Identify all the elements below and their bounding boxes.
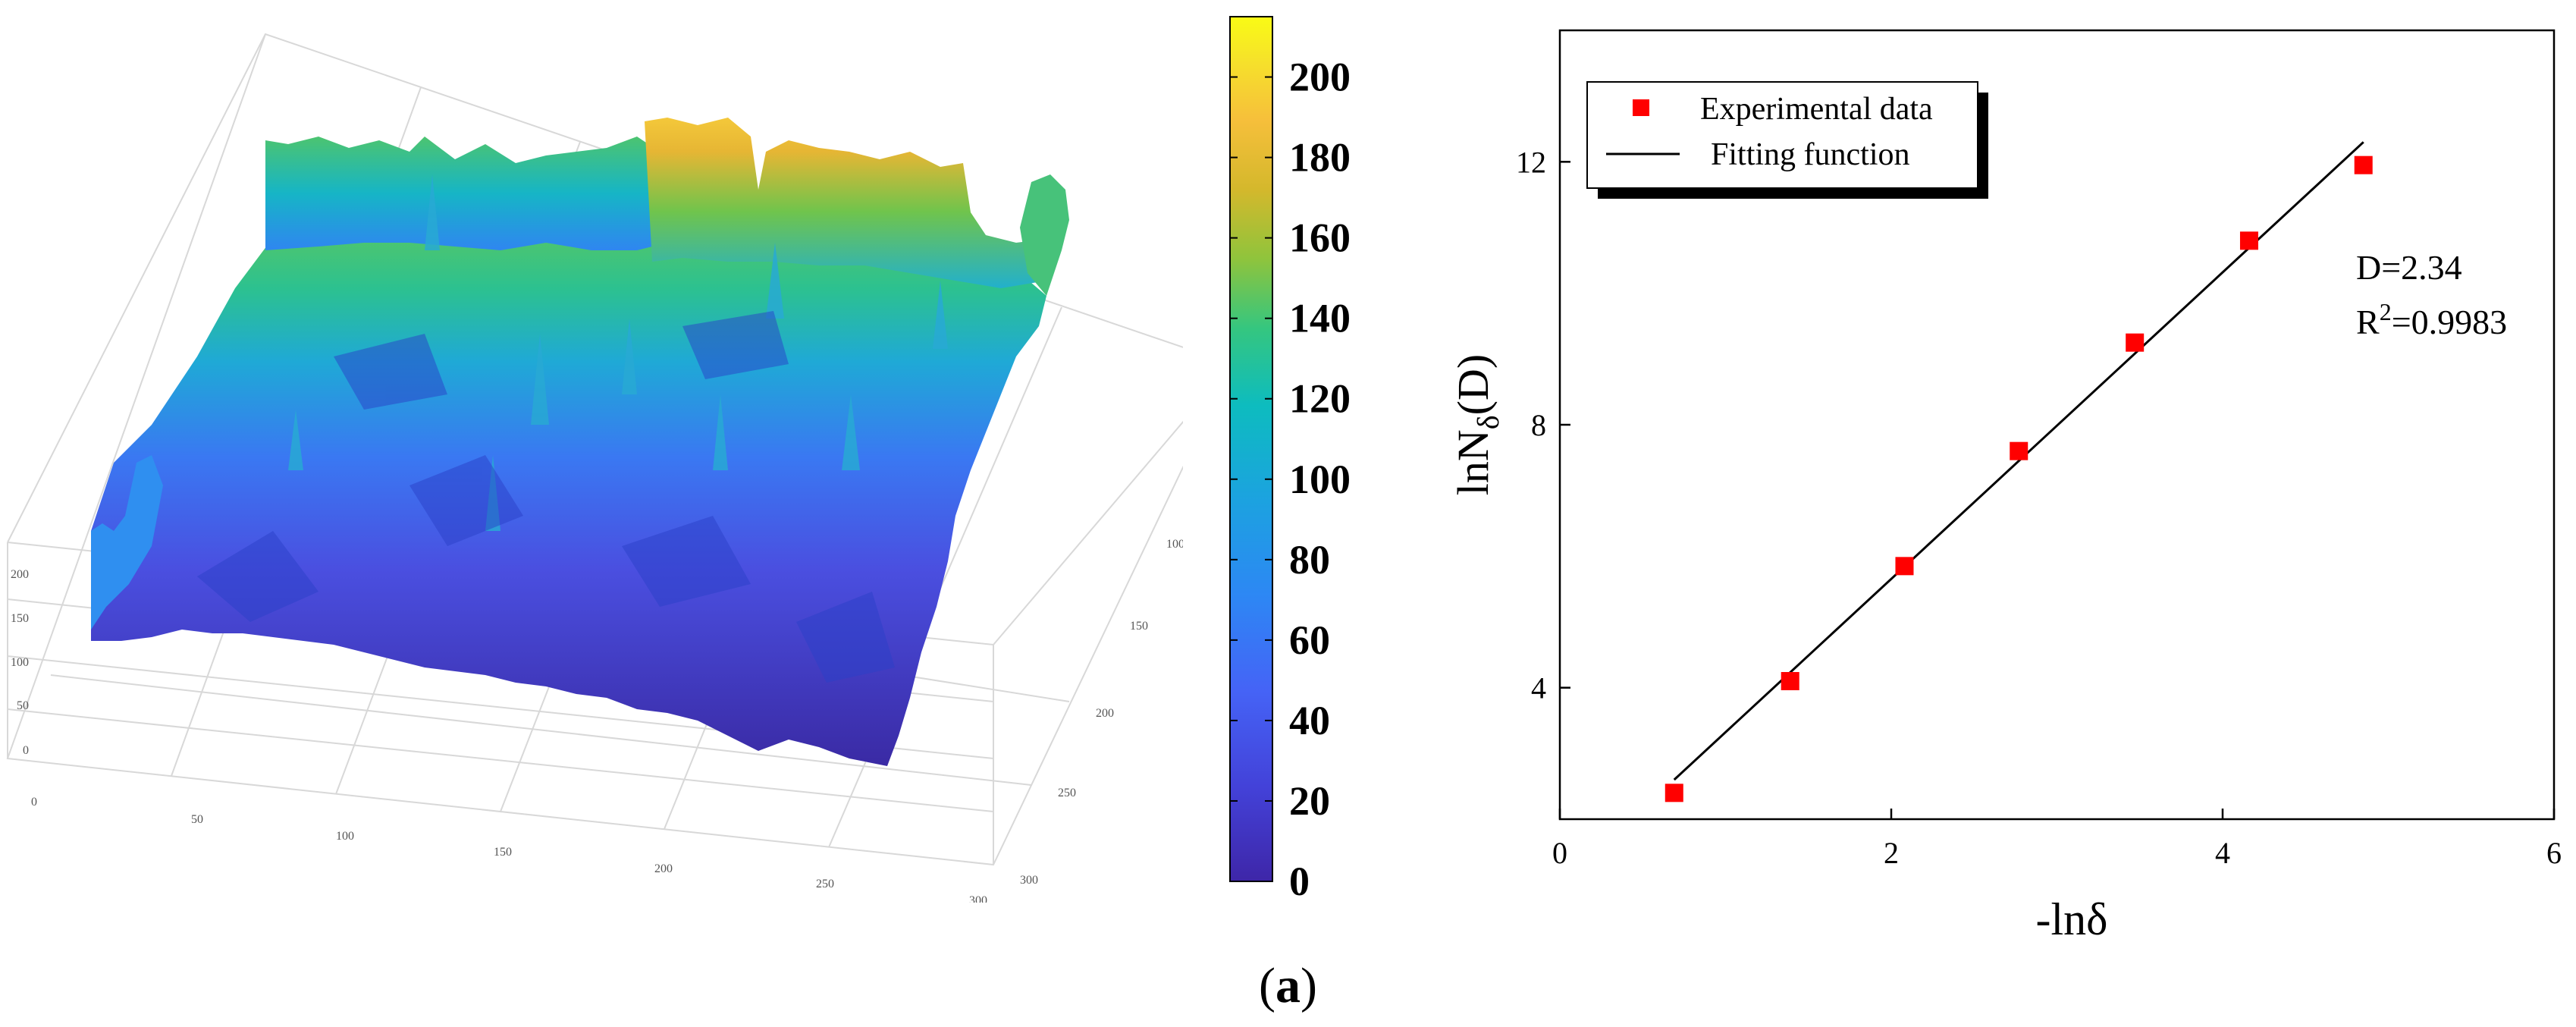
legend-label-experimental: Experimental data bbox=[1700, 92, 1933, 127]
caption-letter: a bbox=[1275, 958, 1301, 1013]
fit-line bbox=[1673, 141, 2364, 781]
colorbar-tick-label: 0 bbox=[1289, 859, 1310, 904]
colorbar-tick-label: 120 bbox=[1289, 376, 1351, 422]
r-squared-sup: 2 bbox=[2380, 298, 2392, 325]
data-point bbox=[2354, 155, 2373, 174]
fractal-dimension-annotation: D=2.34 bbox=[2356, 248, 2462, 287]
r-squared-annotation: R2=0.9983 bbox=[2356, 298, 2507, 341]
figure-caption: (a) bbox=[0, 957, 2576, 1015]
surface-x-tick: 100 bbox=[336, 830, 354, 843]
surface-y-tick: 200 bbox=[1096, 707, 1114, 720]
legend: Experimental data Fitting function bbox=[1586, 81, 1988, 199]
surface-mesh bbox=[91, 118, 1069, 766]
colorbar-tick-label: 200 bbox=[1289, 55, 1351, 100]
y-tick-label: 4 bbox=[1531, 671, 1546, 705]
surface-z-ticks: 200 150 100 50 0 bbox=[11, 568, 29, 757]
colorbar-tick-label: 100 bbox=[1289, 457, 1351, 502]
colorbar-gradient bbox=[1229, 16, 1273, 882]
data-point bbox=[2010, 441, 2028, 460]
y-tick-label: 8 bbox=[1531, 408, 1546, 442]
surface-x-tick: 150 bbox=[494, 846, 512, 859]
legend-marker-experimental bbox=[1633, 99, 1649, 116]
r-squared-tail: =0.9983 bbox=[2392, 303, 2507, 341]
caption-close: ) bbox=[1301, 958, 1317, 1013]
fit-line-layer bbox=[1673, 141, 2364, 781]
colorbar-tick-label: 60 bbox=[1289, 617, 1330, 663]
surface-plot: 0 50 100 150 200 250 300 50 100 150 200 … bbox=[6, 33, 1183, 903]
y-axis-label-sub: δ bbox=[1471, 415, 1505, 429]
data-point bbox=[1781, 672, 1799, 690]
surface-y-tick: 100 bbox=[1166, 538, 1183, 551]
x-tick-label: 0 bbox=[1552, 836, 1567, 870]
data-point bbox=[1895, 557, 1914, 576]
caption-open: ( bbox=[1259, 958, 1275, 1013]
colorbar-tick-label: 160 bbox=[1289, 215, 1351, 261]
surface-z-tick: 150 bbox=[11, 612, 29, 625]
surface-x-ticks: 0 50 100 150 200 250 300 bbox=[31, 796, 987, 903]
surface-x-tick: 50 bbox=[191, 813, 203, 826]
colorbar-tick-label: 40 bbox=[1289, 698, 1330, 743]
colorbar-ticks: 0 20 40 60 80 100 120 140 160 180 200 bbox=[1230, 55, 1351, 904]
fractal-fit-chart: 0 2 4 6 4 8 12 -lnδ lnNδ(D) Experimental data … bbox=[1448, 29, 2562, 944]
surface-x-tick: 300 bbox=[969, 894, 987, 903]
legend-label-fit: Fitting function bbox=[1711, 137, 1910, 172]
y-axis-label-main: lnN bbox=[1448, 429, 1498, 495]
colorbar-tick-label: 80 bbox=[1289, 537, 1330, 583]
y-tick-label: 12 bbox=[1516, 145, 1546, 179]
colorbar-tick-label: 20 bbox=[1289, 778, 1330, 824]
surface-z-tick: 100 bbox=[11, 656, 29, 669]
surface-z-tick: 0 bbox=[23, 744, 29, 757]
data-points-layer bbox=[1665, 155, 2373, 802]
y-axis-label-tail: (D) bbox=[1448, 354, 1498, 416]
colorbar-tick-label: 140 bbox=[1289, 296, 1351, 341]
surface-z-tick: 200 bbox=[11, 568, 29, 581]
x-tick-label: 6 bbox=[2546, 836, 2562, 870]
surface-y-tick: 250 bbox=[1058, 787, 1076, 799]
surface-y-tick: 300 bbox=[1020, 874, 1038, 887]
data-point bbox=[2126, 333, 2145, 352]
surface-x-tick: 0 bbox=[31, 796, 37, 809]
colorbar-tick-label: 180 bbox=[1289, 135, 1351, 181]
y-axis-label: lnNδ(D) bbox=[1448, 354, 1505, 495]
axis-ticks: 0 2 4 6 4 8 12 bbox=[1516, 145, 2562, 870]
surface-x-tick: 250 bbox=[816, 878, 834, 890]
surface-z-tick: 50 bbox=[17, 699, 29, 712]
colorbar: 0 20 40 60 80 100 120 140 160 180 200 bbox=[1229, 16, 1351, 904]
surface-x-tick: 200 bbox=[654, 862, 673, 875]
x-axis-label: -lnδ bbox=[2036, 894, 2108, 944]
x-tick-label: 4 bbox=[2215, 836, 2230, 870]
x-tick-label: 2 bbox=[1884, 836, 1899, 870]
data-point bbox=[2239, 231, 2258, 250]
surface-y-tick: 150 bbox=[1130, 620, 1148, 633]
surface-y-ticks: 50 100 150 200 250 300 bbox=[1020, 538, 1183, 887]
data-point bbox=[1665, 784, 1683, 802]
r-squared-main: R bbox=[2356, 303, 2380, 341]
